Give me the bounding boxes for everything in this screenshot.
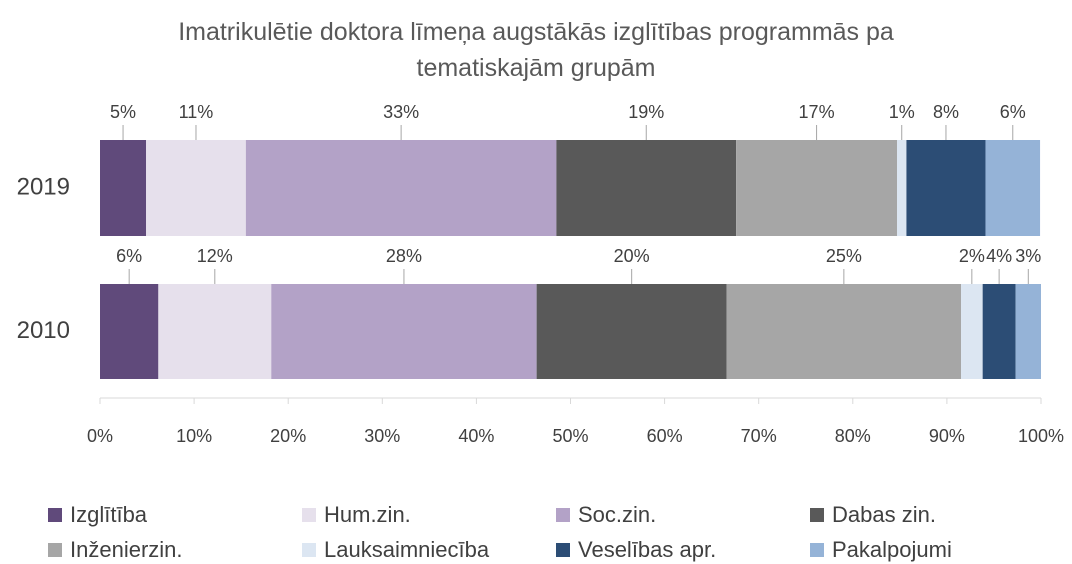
bar-segment	[906, 140, 986, 236]
x-tick-label: 40%	[458, 426, 494, 446]
value-label: 6%	[116, 246, 142, 266]
value-label: 33%	[383, 102, 419, 122]
legend-swatch	[556, 543, 570, 557]
value-label: 2%	[959, 246, 985, 266]
x-tick-label: 80%	[835, 426, 871, 446]
bar-segment	[271, 284, 537, 379]
value-label: 12%	[197, 246, 233, 266]
legend-swatch	[302, 508, 316, 522]
legend-swatch	[48, 508, 62, 522]
value-label: 11%	[179, 102, 214, 122]
value-label: 4%	[986, 246, 1012, 266]
value-label: 28%	[386, 246, 422, 266]
value-label: 25%	[826, 246, 862, 266]
bar-segment	[736, 140, 898, 236]
bar-segment	[158, 284, 272, 379]
legend-label: Izglītība	[70, 502, 148, 527]
x-tick-label: 10%	[176, 426, 212, 446]
legend-swatch	[556, 508, 570, 522]
legend-label: Soc.zin.	[578, 502, 656, 527]
legend-swatch	[810, 543, 824, 557]
x-tick-label: 0%	[87, 426, 113, 446]
bar-segment	[100, 284, 159, 379]
bar-segment	[536, 284, 727, 379]
bar-segment	[146, 140, 246, 236]
x-tick-label: 50%	[552, 426, 588, 446]
bar-segment	[556, 140, 737, 236]
x-tick-label: 90%	[929, 426, 965, 446]
bar-segment	[245, 140, 557, 236]
bar-segment	[726, 284, 962, 379]
value-label: 20%	[614, 246, 650, 266]
chart-title: Imatrikulētie doktora līmeņa augstākās i…	[178, 18, 894, 82]
bar-segment	[961, 284, 983, 379]
legend-label: Veselības apr.	[578, 537, 716, 562]
legend-label: Hum.zin.	[324, 502, 411, 527]
legend-swatch	[810, 508, 824, 522]
value-label: 19%	[628, 102, 664, 122]
bar-segment	[897, 140, 907, 236]
x-tick-label: 20%	[270, 426, 306, 446]
value-label: 6%	[1000, 102, 1026, 122]
bar-segment	[982, 284, 1016, 379]
value-label: 17%	[799, 102, 835, 122]
legend-label: Inženierzin.	[70, 537, 183, 562]
legend-label: Dabas zin.	[832, 502, 936, 527]
legend-swatch	[48, 543, 62, 557]
value-label: 5%	[110, 102, 136, 122]
legend-label: Pakalpojumi	[832, 537, 952, 562]
bar-segment	[985, 140, 1041, 236]
value-label: 3%	[1015, 246, 1041, 266]
x-tick-label: 30%	[364, 426, 400, 446]
x-tick-label: 60%	[647, 426, 683, 446]
legend-swatch	[302, 543, 316, 557]
x-tick-label: 70%	[741, 426, 777, 446]
legend-label: Lauksaimniecība	[324, 537, 490, 562]
value-label: 1%	[889, 102, 915, 122]
x-tick-label: 100%	[1018, 426, 1064, 446]
value-label: 8%	[933, 102, 959, 122]
bar-segment	[1015, 284, 1041, 379]
y-tick-label: 2010	[17, 317, 70, 344]
bar-segment	[100, 140, 147, 236]
y-tick-label: 2019	[17, 173, 70, 200]
